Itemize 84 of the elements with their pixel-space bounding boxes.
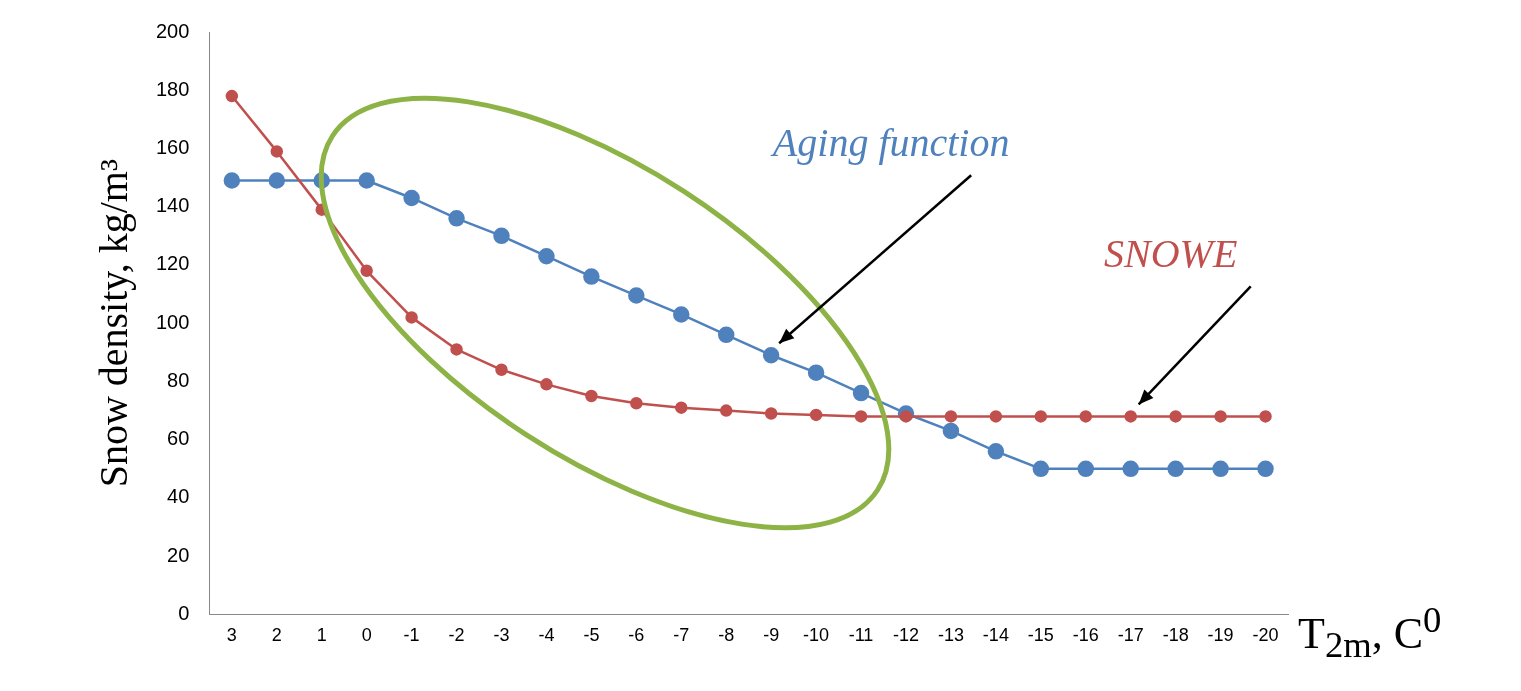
point xyxy=(809,408,823,422)
point xyxy=(762,346,780,364)
point xyxy=(585,389,598,403)
y-tick-label: 180 xyxy=(155,77,190,100)
y-tick-label: 0 xyxy=(178,601,190,624)
x-tick-label: 0 xyxy=(361,625,372,646)
x-tick-label: -4 xyxy=(538,625,555,646)
point xyxy=(450,343,463,356)
x-tick-label: -20 xyxy=(1252,625,1279,646)
point xyxy=(1122,460,1139,478)
point xyxy=(225,89,239,103)
point xyxy=(358,172,375,189)
x-tick-label: -12 xyxy=(892,625,919,646)
point xyxy=(1214,410,1227,423)
x-tick-label: -11 xyxy=(848,625,874,646)
x-tick-label: 3 xyxy=(226,625,237,646)
point xyxy=(675,401,688,414)
x-tick-label: -5 xyxy=(583,625,600,646)
point xyxy=(807,364,825,381)
x-tick-label: -10 xyxy=(803,625,830,646)
x-tick-label: -18 xyxy=(1162,625,1189,646)
point xyxy=(1124,410,1137,423)
text: Aging function xyxy=(769,119,1010,165)
point xyxy=(1212,460,1229,478)
point xyxy=(1034,410,1048,423)
point xyxy=(268,172,286,189)
x-tick-label: 2 xyxy=(271,625,282,646)
point xyxy=(1169,410,1182,423)
point xyxy=(673,306,690,323)
point xyxy=(583,268,600,285)
point xyxy=(852,384,870,402)
point xyxy=(899,410,913,423)
point xyxy=(405,311,418,324)
y-tick-label: 200 xyxy=(155,19,190,42)
x-tick-label: -16 xyxy=(1072,625,1099,646)
y-tick-label: 140 xyxy=(155,194,190,217)
point xyxy=(540,378,553,391)
y-tick-label: 60 xyxy=(167,427,190,450)
text: SNOWE xyxy=(1104,230,1238,276)
point xyxy=(719,404,733,417)
point xyxy=(1077,460,1095,478)
x-tick-label: -2 xyxy=(448,625,465,646)
y-tick-label: 120 xyxy=(155,252,190,275)
y-tick-label: 20 xyxy=(167,543,190,566)
x-tick-label: -7 xyxy=(673,625,690,646)
x-axis-title: T$_{2m}$, C$^{0}$ xyxy=(1298,598,1442,667)
point xyxy=(989,410,1003,423)
x-tick-label: -15 xyxy=(1027,625,1054,646)
x-tick-label: -9 xyxy=(763,625,780,646)
y-tick-label: 160 xyxy=(155,136,190,158)
x-tick-label: -8 xyxy=(718,625,735,646)
point xyxy=(495,363,508,377)
x-tick-label: -19 xyxy=(1207,625,1234,646)
point xyxy=(1259,410,1272,423)
point xyxy=(403,189,420,207)
y-tick-label: 100 xyxy=(155,310,190,333)
y-axis-title: Snow density, kg/m³ xyxy=(90,159,136,488)
point xyxy=(944,410,958,423)
point xyxy=(630,397,643,410)
point xyxy=(493,227,510,245)
point xyxy=(942,422,960,440)
point xyxy=(1257,460,1274,478)
point xyxy=(538,247,555,265)
point xyxy=(628,287,645,304)
point xyxy=(854,410,868,423)
y-tick-label: 40 xyxy=(167,485,190,508)
point xyxy=(1079,410,1093,423)
x-tick-label: -17 xyxy=(1117,625,1144,646)
point xyxy=(270,145,284,158)
x-tick-label: 1 xyxy=(316,625,327,646)
x-tick-label: -13 xyxy=(937,625,964,646)
point xyxy=(764,407,778,420)
x-tick-label: -14 xyxy=(982,625,1009,646)
point xyxy=(223,172,241,189)
point xyxy=(987,443,1005,460)
x-tick-label: -1 xyxy=(403,625,420,646)
point xyxy=(1032,460,1050,478)
point xyxy=(717,326,735,344)
point xyxy=(448,210,465,227)
y-tick-label: 80 xyxy=(167,368,190,391)
point xyxy=(1167,460,1184,478)
x-tick-label: -6 xyxy=(628,625,645,646)
x-tick-label: -3 xyxy=(493,625,510,646)
point xyxy=(360,264,373,278)
